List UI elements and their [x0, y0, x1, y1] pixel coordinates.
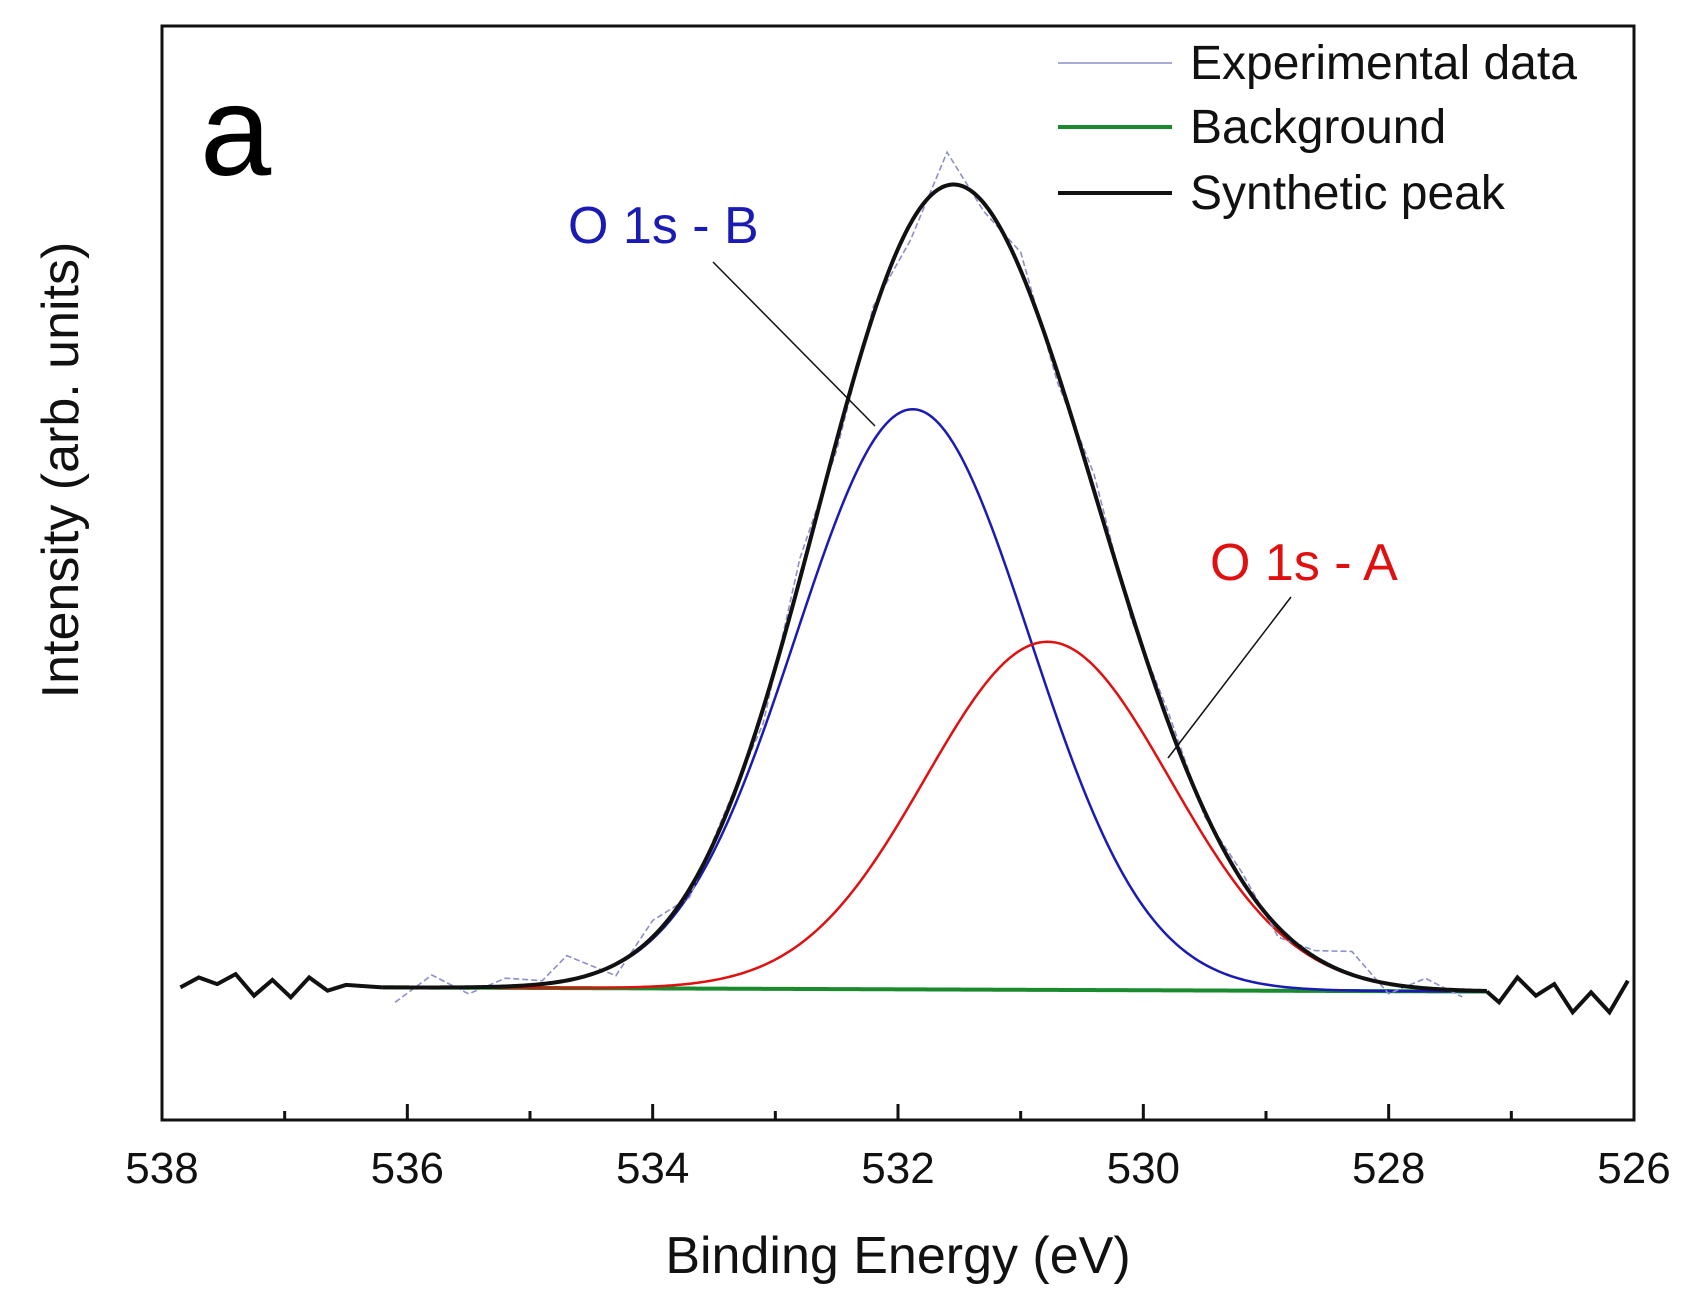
x-tick-label: 526 — [1597, 1144, 1670, 1193]
experimental-data-line — [394, 150, 1463, 1003]
legend: Experimental data Background Synthetic p… — [1058, 37, 1577, 220]
annotation-o1s-a: O 1s - A — [1210, 534, 1398, 592]
panel-label: a — [200, 60, 272, 203]
component-o1s-b-line — [382, 407, 1487, 993]
x-tick-labels: 538 536 534 532 530 528 526 — [125, 1144, 1670, 1193]
synthetic-series — [382, 182, 1487, 993]
x-tick-label: 530 — [1107, 1144, 1180, 1193]
baseline-noise-right — [1485, 974, 1630, 1016]
x-tick-label: 534 — [616, 1144, 689, 1193]
component-o1s-a-line — [382, 640, 1487, 993]
x-tick-label: 528 — [1352, 1144, 1425, 1193]
legend-label-synthetic: Synthetic peak — [1190, 167, 1506, 220]
x-axis-title: Binding Energy (eV) — [665, 1227, 1130, 1285]
x-ticks — [160, 1104, 1636, 1120]
x-tick-label: 536 — [371, 1144, 444, 1193]
annotation-o1s-b: O 1s - B — [568, 197, 759, 255]
baseline-noise-left — [179, 971, 383, 1001]
y-axis-title: Intensity (arb. units) — [32, 242, 90, 699]
x-tick-label: 538 — [125, 1144, 198, 1193]
experimental-series — [394, 150, 1463, 1003]
baseline-noise-series — [179, 971, 1630, 1016]
synthetic-peak-line — [382, 182, 1487, 993]
annotation-a-leader — [1167, 596, 1292, 759]
legend-label-experimental: Experimental data — [1190, 37, 1577, 90]
legend-label-background: Background — [1190, 101, 1446, 154]
annotation-b-leader — [712, 261, 876, 427]
component-series — [382, 407, 1487, 993]
x-tick-label: 532 — [861, 1144, 934, 1193]
